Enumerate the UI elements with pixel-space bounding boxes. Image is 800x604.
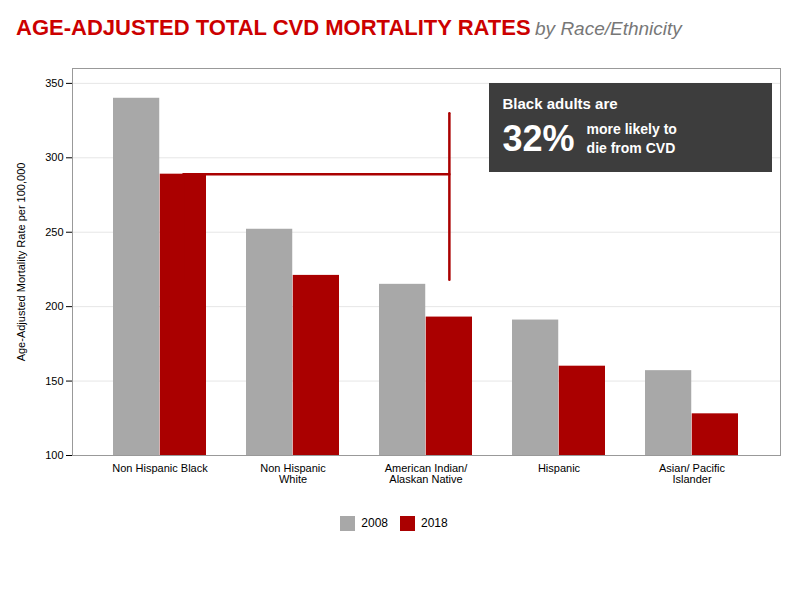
svg-text:200: 200 bbox=[45, 300, 63, 312]
html-text:2008: 2008 bbox=[361, 516, 388, 530]
svg-text:300: 300 bbox=[45, 151, 63, 163]
svg-text:250: 250 bbox=[45, 225, 63, 237]
svg-text:Asian/ PacificIslander: Asian/ PacificIslander bbox=[659, 462, 726, 485]
svg-text:150: 150 bbox=[45, 374, 63, 386]
svg-text:Hispanic: Hispanic bbox=[538, 462, 581, 474]
svg-text:100: 100 bbox=[45, 449, 63, 461]
html-text:2018: 2018 bbox=[421, 516, 448, 530]
svg-text:American Indian/Alaskan Native: American Indian/Alaskan Native bbox=[385, 462, 468, 485]
html-text:32%: 32% bbox=[502, 118, 575, 159]
html-text:Black adults are: Black adults are bbox=[502, 95, 618, 112]
svg-text:350: 350 bbox=[45, 76, 63, 88]
svg-text:Non Hispanic Black: Non Hispanic Black bbox=[112, 462, 208, 474]
html-text:more likely to die from CVD: more likely to die from CVD bbox=[586, 121, 677, 156]
svg-text:Non HispanicWhite: Non HispanicWhite bbox=[260, 462, 326, 485]
svg-text:Age-Adjusted Mortality Rate pe: Age-Adjusted Mortality Rate per 100,000 bbox=[15, 162, 27, 361]
html-text:AGE-ADJUSTED TOTAL CVD MORTALI: AGE-ADJUSTED TOTAL CVD MORTALITY RATES b… bbox=[16, 15, 682, 40]
